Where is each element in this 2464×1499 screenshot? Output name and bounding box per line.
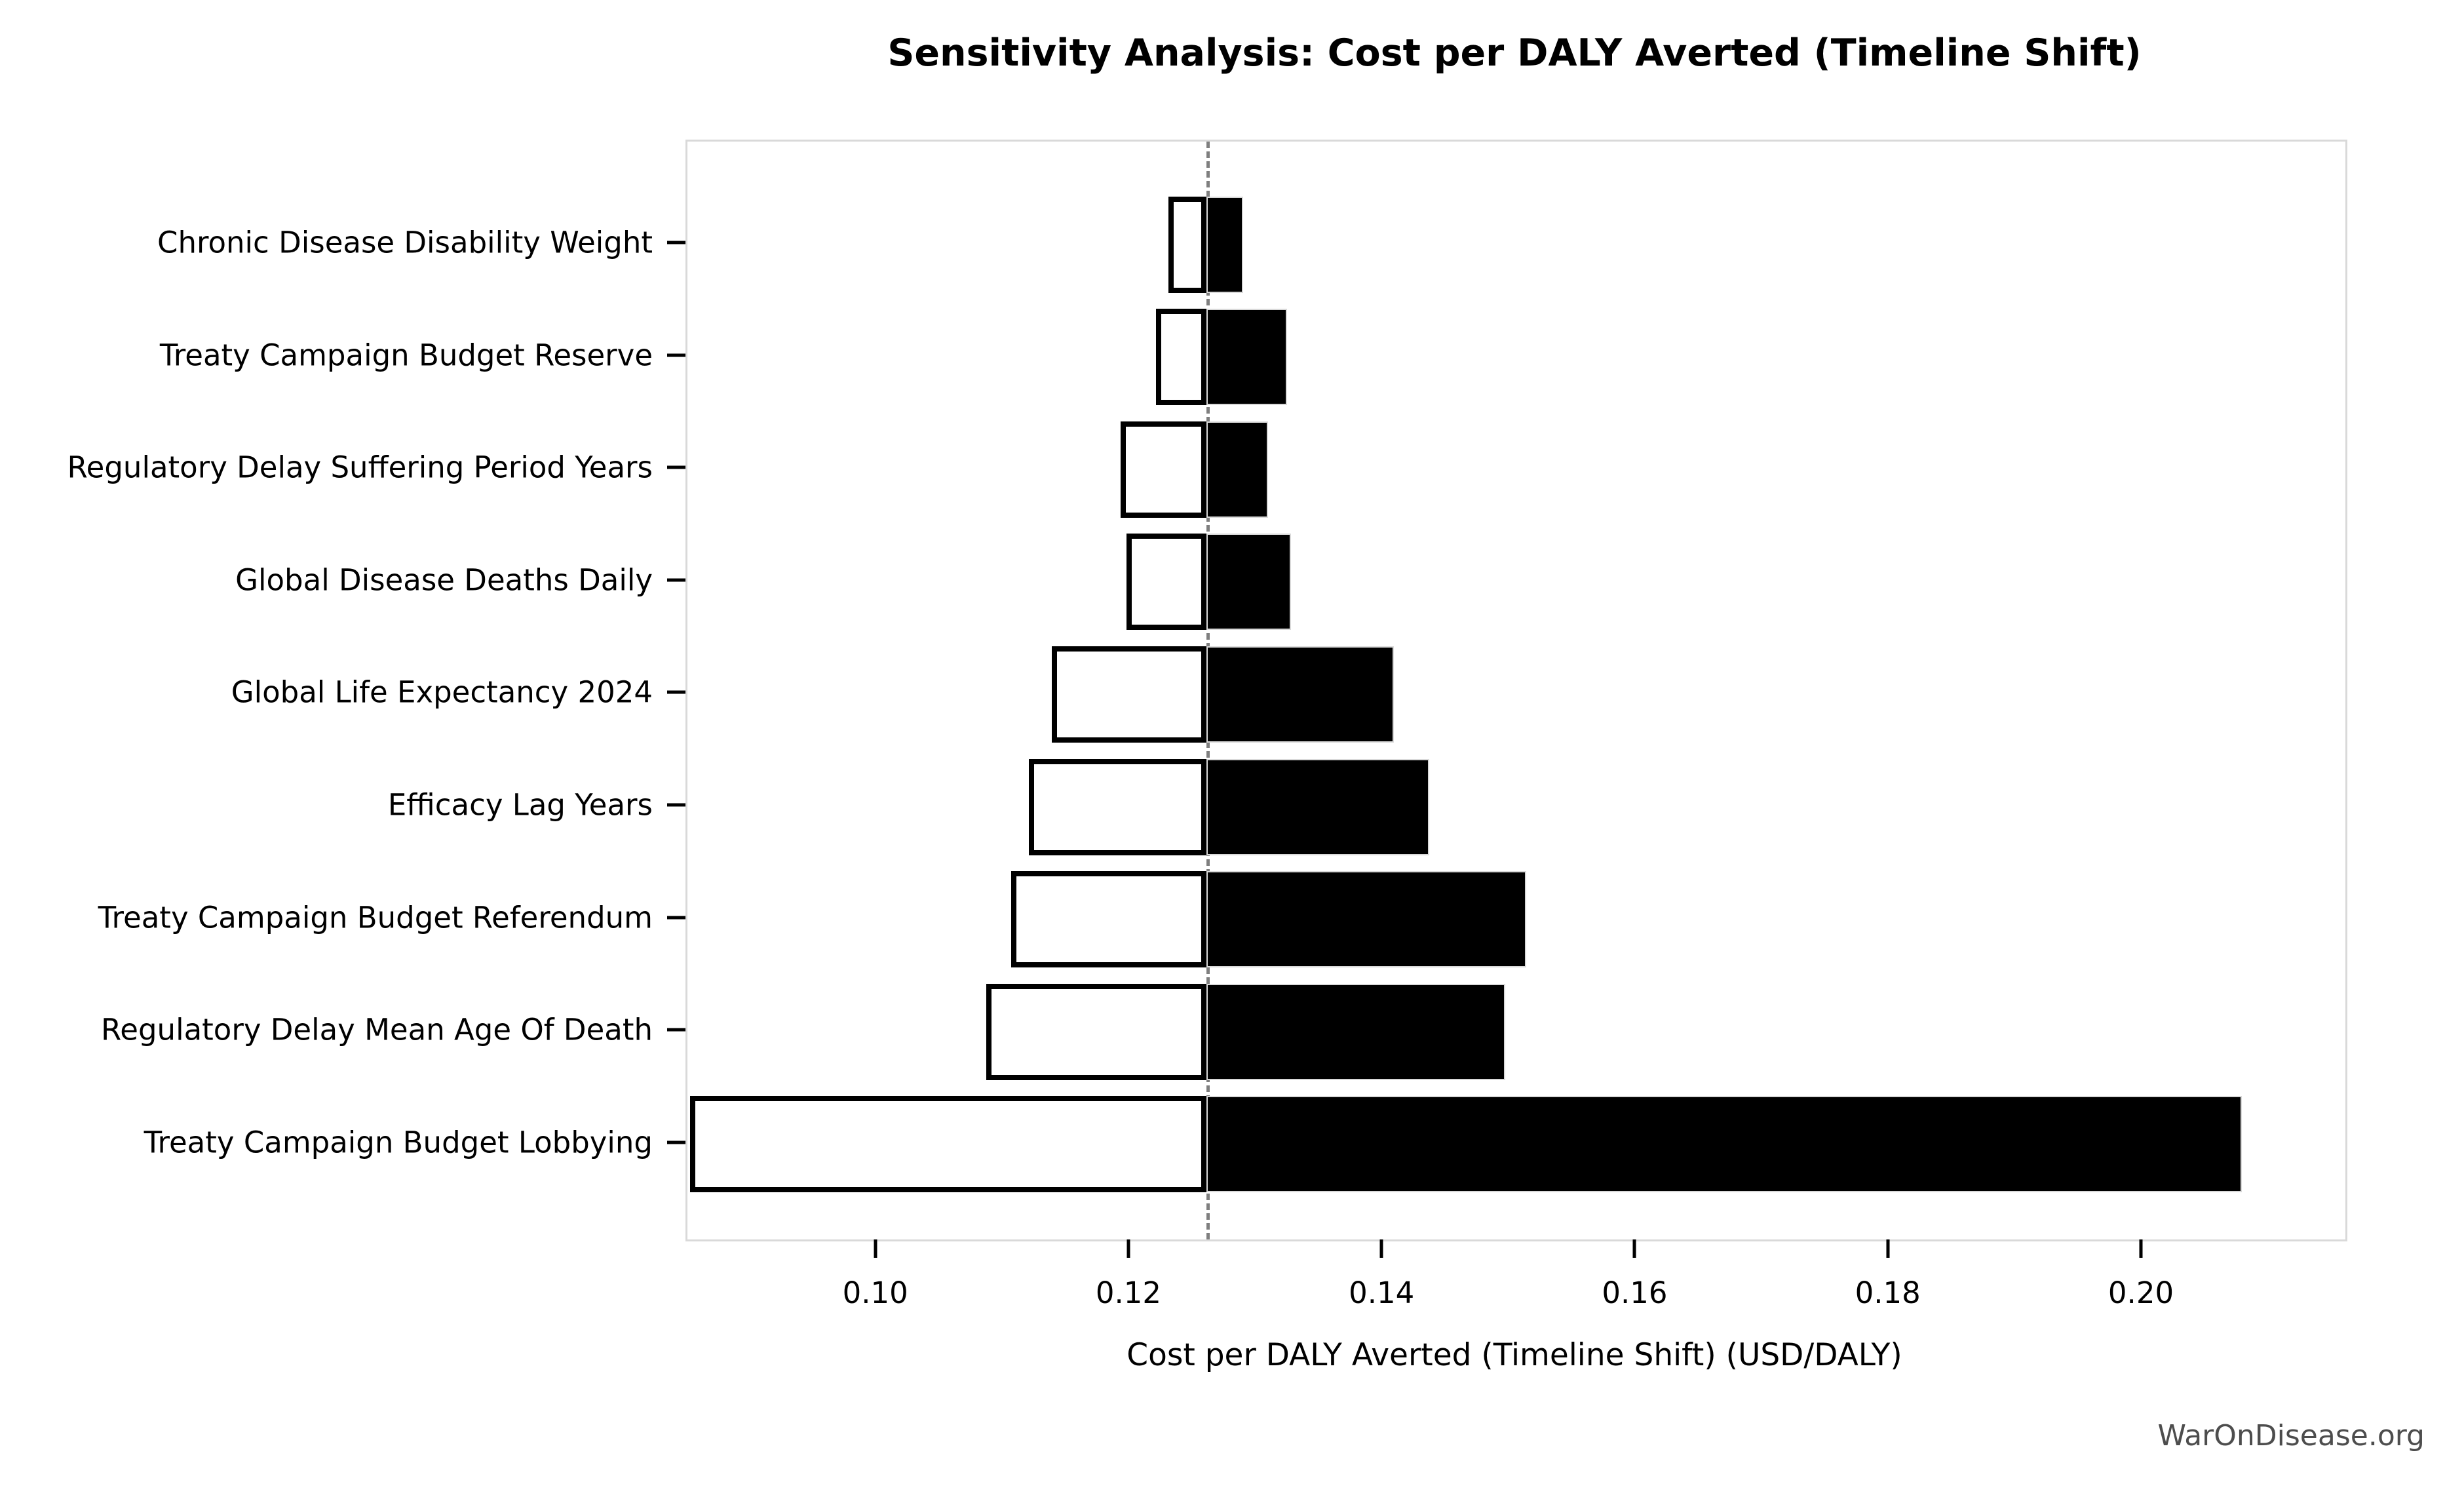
x-axis-tick-label: 0.20 xyxy=(2108,1275,2174,1310)
y-axis-tick xyxy=(667,353,685,357)
tornado-bar-low xyxy=(689,1096,1206,1193)
y-axis-category-label: Treaty Campaign Budget Lobbying xyxy=(144,1125,653,1160)
x-axis-tick-label: 0.10 xyxy=(842,1275,908,1310)
tornado-bar-high xyxy=(1206,871,1527,968)
plot-area xyxy=(685,140,2347,1241)
y-axis-tick xyxy=(667,241,685,244)
tornado-bar-high xyxy=(1206,534,1292,631)
y-axis-category-label: Efficacy Lag Years xyxy=(387,787,653,823)
tornado-bar-high xyxy=(1206,421,1269,518)
tornado-bar-high xyxy=(1206,646,1394,743)
y-axis-tick xyxy=(667,690,685,694)
y-axis-category-label: Global Life Expectancy 2024 xyxy=(231,674,653,710)
x-axis-tick xyxy=(1886,1239,1890,1258)
tornado-bar-low xyxy=(1029,758,1206,855)
x-axis-tick-label: 0.18 xyxy=(1855,1275,1921,1310)
y-axis-tick xyxy=(667,916,685,920)
x-axis-tick xyxy=(1126,1239,1130,1258)
x-axis-tick-label: 0.14 xyxy=(1349,1275,1415,1310)
footer-watermark: WarOnDisease.org xyxy=(2157,1419,2425,1452)
x-axis-tick xyxy=(2139,1239,2143,1258)
tornado-bar-high xyxy=(1206,758,1429,855)
x-axis-tick-label: 0.16 xyxy=(1602,1275,1668,1310)
tornado-bar-high xyxy=(1206,1096,2242,1193)
tornado-bar-high xyxy=(1206,983,1505,1080)
chart-title: Sensitivity Analysis: Cost per DALY Aver… xyxy=(887,31,2142,75)
y-axis-tick xyxy=(667,465,685,469)
x-axis-label: Cost per DALY Averted (Timeline Shift) (… xyxy=(1126,1337,1902,1373)
y-axis-category-label: Chronic Disease Disability Weight xyxy=(157,225,653,260)
y-axis-category-label: Regulatory Delay Suffering Period Years xyxy=(67,450,653,485)
tornado-bar-high xyxy=(1206,309,1288,406)
y-axis-tick xyxy=(667,578,685,582)
tornado-bar-low xyxy=(986,983,1206,1080)
y-axis-category-label: Regulatory Delay Mean Age Of Death xyxy=(101,1012,653,1047)
tornado-bar-low xyxy=(1126,534,1206,631)
tornado-bar-low xyxy=(1011,871,1206,968)
y-axis-category-label: Global Disease Deaths Daily xyxy=(235,562,653,598)
y-axis-category-label: Treaty Campaign Budget Reserve xyxy=(159,338,653,373)
x-axis-tick-label: 0.12 xyxy=(1095,1275,1162,1310)
y-axis-tick xyxy=(667,1140,685,1144)
x-axis-tick xyxy=(1379,1239,1383,1258)
y-axis-tick xyxy=(667,1028,685,1032)
x-axis-tick xyxy=(1632,1239,1636,1258)
x-axis-tick xyxy=(874,1239,877,1258)
tornado-bar-high xyxy=(1206,196,1243,293)
tornado-bar-low xyxy=(1168,196,1206,293)
tornado-bar-low xyxy=(1120,421,1206,518)
y-axis-category-label: Treaty Campaign Budget Referendum xyxy=(98,900,653,935)
tornado-bar-low xyxy=(1155,309,1206,406)
tornado-bar-low xyxy=(1052,646,1206,743)
y-axis-tick xyxy=(667,803,685,807)
